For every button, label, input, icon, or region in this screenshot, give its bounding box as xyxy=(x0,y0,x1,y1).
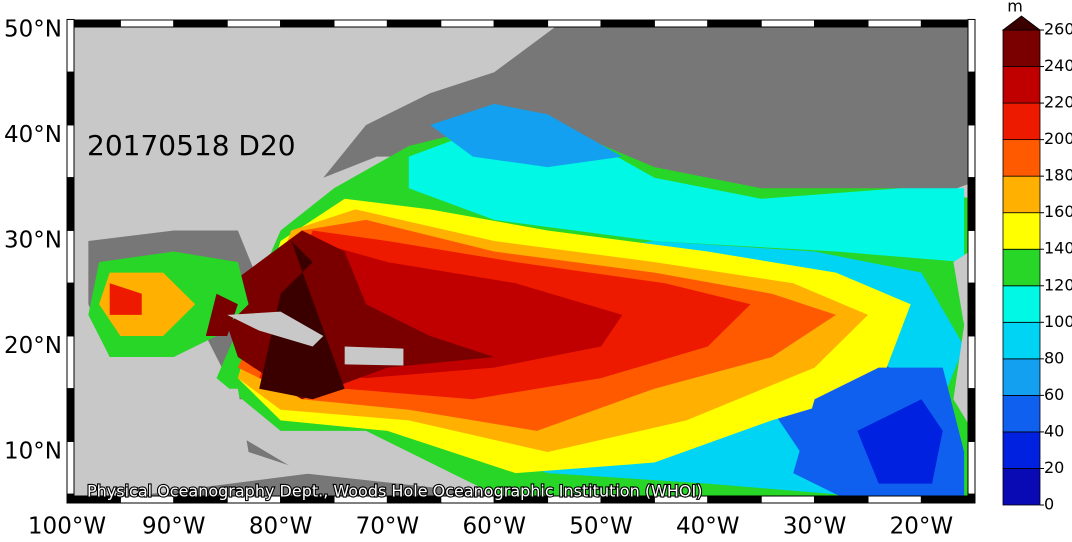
frame-stripe xyxy=(867,495,922,504)
frame-stripe xyxy=(707,495,762,504)
colorbar-tick-label: 260 xyxy=(1044,20,1072,39)
colorbar-segment xyxy=(1002,29,1041,67)
frame-stripe xyxy=(66,229,75,284)
frame-stripe xyxy=(66,19,121,28)
depth-field xyxy=(109,283,142,315)
colorbar-segment xyxy=(1002,431,1041,469)
lat-tick-label: 10°N xyxy=(4,439,62,465)
colorbar-tick-label: 180 xyxy=(1044,166,1072,185)
frame-stripe xyxy=(707,19,762,28)
frame-stripe xyxy=(333,19,388,28)
frame-stripe xyxy=(66,71,75,126)
frame-stripe xyxy=(66,18,75,73)
colorbar-tick-label: 240 xyxy=(1044,56,1072,75)
frame-stripe xyxy=(653,19,709,28)
lon-tick-label: 80°W xyxy=(249,514,313,540)
colorbar-tick-label: 220 xyxy=(1044,93,1072,112)
colorbar-segment xyxy=(1002,66,1041,104)
frame-stripe xyxy=(814,495,869,504)
frame-stripe xyxy=(967,335,976,390)
frame xyxy=(66,18,976,504)
masked-ocean xyxy=(323,20,975,231)
frame-stripe xyxy=(967,282,976,337)
depth-field xyxy=(259,241,345,400)
frame-stripe xyxy=(280,19,335,28)
colorbar-segment xyxy=(1002,394,1041,433)
frame-stripe xyxy=(967,440,976,495)
colorbar-tick-label: 100 xyxy=(1044,312,1072,331)
colorbar-tick-label: 120 xyxy=(1044,275,1072,294)
frame-stripe xyxy=(967,388,976,442)
land xyxy=(227,311,324,347)
colorbar-tick-label: 80 xyxy=(1044,348,1064,367)
lat-tick-label: 20°N xyxy=(4,333,62,359)
frame-stripe xyxy=(66,282,75,337)
frame-stripe xyxy=(967,229,976,284)
colorbar-tick-label: 20 xyxy=(1044,458,1064,477)
lon-tick-label: 40°W xyxy=(676,514,740,540)
frame-stripe xyxy=(440,19,495,28)
frame-stripe xyxy=(760,19,816,28)
frame-stripe xyxy=(867,19,922,28)
land xyxy=(67,378,313,503)
frame-stripe xyxy=(66,124,75,179)
colorbar-extend xyxy=(1001,15,1042,31)
lat-tick-label: 50°N xyxy=(4,17,62,43)
frame-stripe xyxy=(547,19,602,28)
frame-stripe xyxy=(967,71,976,126)
frame-stripe xyxy=(967,493,976,504)
frame-stripe xyxy=(967,177,976,231)
frame-stripe xyxy=(66,388,75,442)
colorbar-segment xyxy=(1002,321,1041,360)
depth-field xyxy=(205,293,238,336)
frame-stripe xyxy=(600,19,655,28)
frame-stripe xyxy=(173,19,228,28)
colorbar-segment xyxy=(1002,468,1041,506)
colorbar-tick-label: 200 xyxy=(1044,129,1072,148)
frame-stripe xyxy=(920,19,976,28)
colorbar-segment xyxy=(1002,248,1041,287)
lon-tick-label: 50°W xyxy=(569,514,633,540)
colorbar-tick-label: 160 xyxy=(1044,202,1072,221)
colorbar-tick-label: 40 xyxy=(1044,421,1064,440)
depth-field xyxy=(430,103,623,168)
frame-stripe xyxy=(920,495,976,504)
depth-field xyxy=(857,399,943,484)
colorbar-unit: m xyxy=(1007,0,1023,16)
colorbar-tick-label: 60 xyxy=(1044,385,1064,404)
frame-stripe xyxy=(493,19,549,28)
lon-tick-label: 20°W xyxy=(890,514,954,540)
frame-stripe xyxy=(66,335,75,390)
credit: Physical Oceanography Dept., Woods Hole … xyxy=(87,482,702,501)
lon-tick-label: 70°W xyxy=(356,514,420,540)
frame-stripe xyxy=(967,124,976,179)
frame-stripe xyxy=(967,18,976,73)
frame-stripe xyxy=(814,19,869,28)
frame-stripe xyxy=(119,19,175,28)
frame-stripe xyxy=(66,177,75,231)
lon-tick-label: 100°W xyxy=(28,514,106,540)
lat-tick-label: 30°N xyxy=(4,228,62,254)
lon-tick-label: 60°W xyxy=(462,514,526,540)
colorbar-tick-label: 0 xyxy=(1044,495,1054,514)
map xyxy=(67,20,975,503)
lat-tick-label: 40°N xyxy=(4,122,62,148)
colorbar-segment xyxy=(1002,139,1041,177)
colorbar-segment xyxy=(1002,212,1041,250)
colorbar-segment xyxy=(1002,102,1041,141)
colorbar-segment xyxy=(1002,358,1041,396)
frame-stripe xyxy=(386,19,442,28)
frame-stripe xyxy=(226,19,282,28)
colorbar-segment xyxy=(1002,285,1041,323)
colorbar-tick-label: 140 xyxy=(1044,239,1072,258)
land xyxy=(344,346,404,366)
frame-stripe xyxy=(66,440,75,495)
lon-tick-label: 90°W xyxy=(142,514,206,540)
colorbar-segment xyxy=(1002,175,1041,214)
map-label: 20170518 D20 xyxy=(87,129,296,162)
frame-stripe xyxy=(66,493,75,504)
frame-stripe xyxy=(760,495,816,504)
lon-tick-label: 30°W xyxy=(783,514,847,540)
